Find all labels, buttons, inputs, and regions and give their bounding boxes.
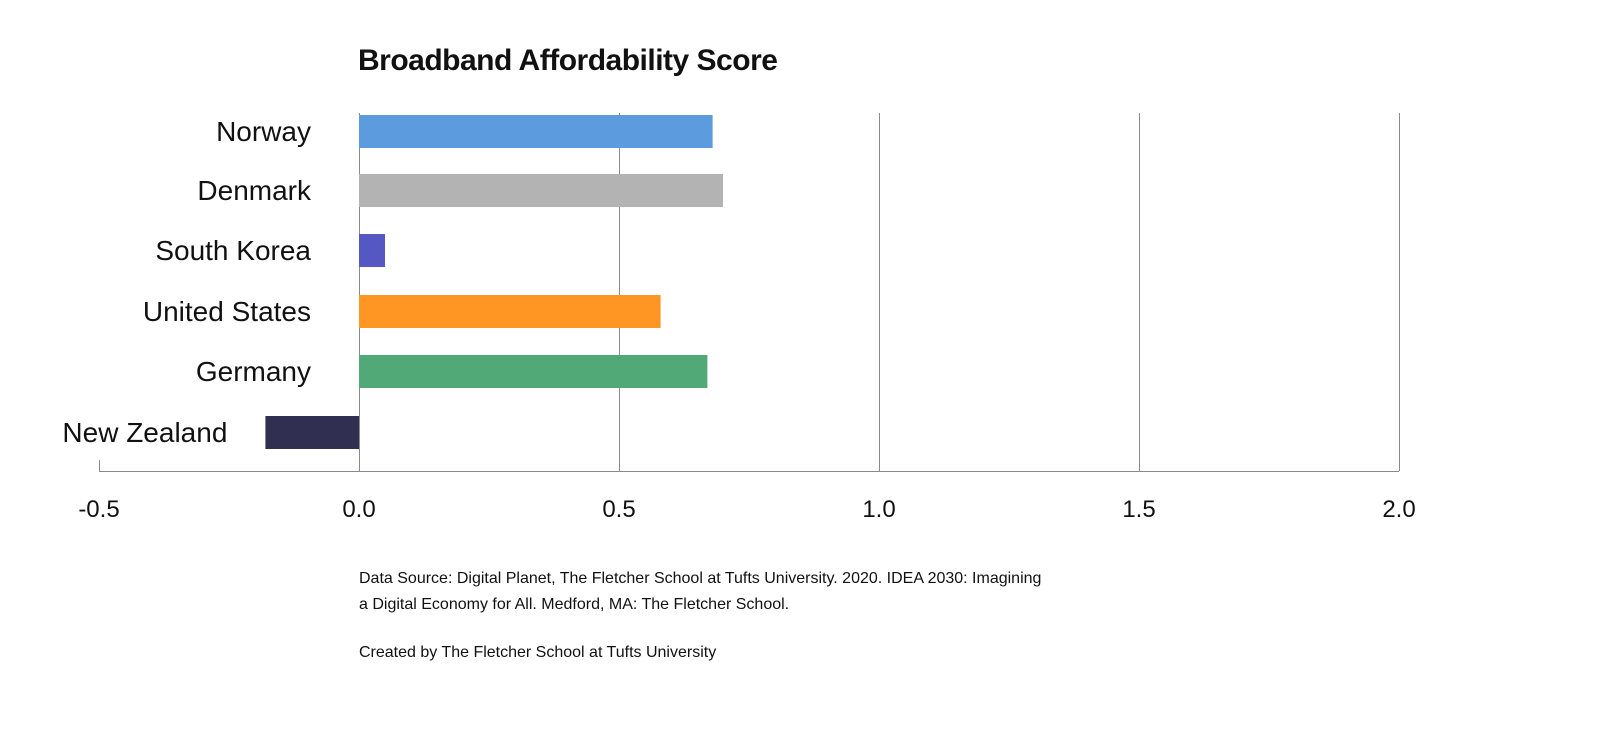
bar-denmark xyxy=(359,174,723,207)
x-tick-label: 1.5 xyxy=(1122,496,1155,523)
data-source-line-1: Data Source: Digital Planet, The Fletche… xyxy=(359,570,1042,587)
category-label: Denmark xyxy=(197,175,312,206)
x-tick-label: 0.5 xyxy=(602,496,635,523)
bar-united-states xyxy=(359,295,661,328)
x-tick-label: 0.0 xyxy=(342,496,375,523)
category-label: New Zealand xyxy=(62,417,227,448)
x-tick-label: 1.0 xyxy=(862,496,895,523)
data-source-line-2: a Digital Economy for All. Medford, MA: … xyxy=(359,596,790,613)
x-tick-label: -0.5 xyxy=(78,496,119,523)
bar-norway xyxy=(359,115,713,148)
credit-line: Created by The Fletcher School at Tufts … xyxy=(359,644,717,661)
category-label: United States xyxy=(143,296,311,327)
category-label: South Korea xyxy=(155,235,311,266)
bar-south-korea xyxy=(359,234,385,267)
x-tick-label: 2.0 xyxy=(1382,496,1415,523)
chart-title: Broadband Affordability Score xyxy=(358,44,778,77)
bar-new-zealand xyxy=(265,416,359,449)
category-label: Germany xyxy=(196,356,311,387)
bar-germany xyxy=(359,355,708,388)
category-label: Norway xyxy=(216,116,311,147)
